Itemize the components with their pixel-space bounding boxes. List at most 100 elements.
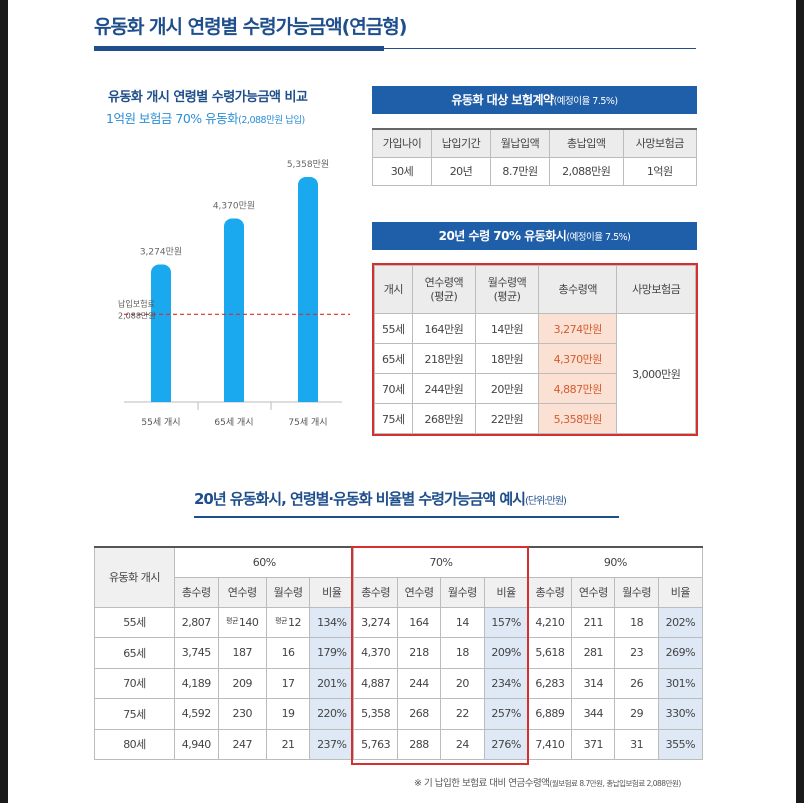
table-cell: 29 [614, 698, 659, 730]
page: 유동화 개시 연령별 수령가능금액(연금형) 유동화 개시 연령별 수령가능금액… [8, 0, 796, 803]
contract-title: 유동화 대상 보험계약 [451, 93, 554, 107]
column-header: 연수령 [571, 576, 616, 608]
table-cell: 5,358 [353, 698, 398, 730]
ratio-title-underline [194, 516, 619, 518]
table-cell: 18 [614, 606, 659, 638]
x-tick-label: 75세 개시 [288, 417, 327, 428]
total-payout-cell: 4,887만원 [537, 373, 618, 404]
chart-title: 유동화 개시 연령별 수령가능금액 비교 [108, 90, 308, 105]
column-header: 가입나이 [372, 128, 432, 158]
table-cell: 209 [217, 667, 267, 699]
group-header: 90% [527, 546, 704, 578]
total-payout-cell: 5,358만원 [537, 403, 618, 434]
total-payout-cell: 4,370만원 [537, 343, 618, 374]
ratio-cell: 220% [309, 698, 355, 730]
group-header-row: 유동화 개시 60% 70% 90% [94, 546, 704, 608]
column-header: 비율 [483, 576, 529, 608]
bar-value-label: 3,274만원 [140, 246, 182, 257]
payout-title: 20년 수령 70% 유동화시 [438, 229, 567, 243]
chart-subtitle: 1억원 보험금 70% 유동화(2,088만원 납입) [106, 108, 305, 127]
table-cell: 6,889 [527, 698, 573, 730]
table-cell: 164만원 [411, 313, 477, 344]
table-cell: 24 [440, 728, 485, 760]
page-title: 유동화 개시 연령별 수령가능금액(연금형) [94, 16, 407, 38]
table-row: 65세 3,745 187 16 179% 4,370 218 18 209% 5,618 281 2… [94, 637, 704, 669]
column-header: 사망보험금 [622, 128, 698, 158]
age-cell: 55세 [94, 606, 175, 638]
column-header: 총수령액 [537, 265, 618, 314]
table-cell: 18 [440, 637, 485, 669]
table-row: 70세 4,189 209 17 201% 4,887 244 20 234% 6,283 314 2… [94, 667, 704, 699]
table-cell: 211 [571, 606, 616, 638]
table-cell: 4,592 [174, 698, 219, 730]
table-cell: 22 [440, 698, 485, 730]
table-cell: 281 [571, 637, 616, 669]
table-cell: 244 [396, 667, 442, 699]
table-cell: 2,088만원 [549, 156, 624, 186]
table-cell: 20만원 [475, 373, 539, 404]
bar-base [224, 394, 244, 402]
payout-section-header: 20년 수령 70% 유동화시(예정이율 7.5%) [372, 222, 697, 250]
chart-subtitle-small: (2,088만원 납입) [238, 115, 305, 126]
table-cell: 244만원 [411, 373, 477, 404]
ratio-cell: 157% [483, 606, 529, 638]
table-cell: 268 [396, 698, 442, 730]
column-header: 총수령 [174, 576, 219, 608]
footnote: ※ 기 납입한 보험료 대비 연금수령액(월보험료 8.7만원, 총납입보험료 … [414, 775, 681, 789]
ratio-cell: 276% [483, 728, 529, 760]
ratio-cell: 234% [483, 667, 529, 699]
column-header: 연수령 [217, 576, 267, 608]
table-cell: 30세 [372, 156, 432, 186]
table-cell: 247 [217, 728, 267, 760]
table-header-row: 가입나이 납입기간 월납입액 총납입액 사망보험금 [372, 128, 698, 158]
payout-table: 개시 연수령액 (평균) 월수령액 (평균) 총수령액 사망보험금 55세 164만원 14만원 3… [372, 263, 698, 436]
title-rule [384, 48, 696, 49]
payout-title-note: (예정이율 7.5%) [566, 232, 631, 243]
table-cell: 164 [396, 606, 442, 638]
ratio-cell: 301% [657, 667, 704, 699]
column-header: 월수령액 (평균) [475, 265, 539, 314]
ratio-cell: 179% [309, 637, 355, 669]
table-cell: 3,745 [174, 637, 219, 669]
reference-value-label: 2,088만원 [118, 311, 156, 320]
table-row: 70세 244만원 20만원 4,887만원 [374, 373, 696, 404]
contract-title-note: (예정이율 7.5%) [553, 96, 619, 107]
table-row: 65세 218만원 18만원 4,370만원 [374, 343, 696, 374]
table-row: 55세 164만원 14만원 3,274만원 3,000만원 [374, 313, 696, 434]
bar [298, 176, 318, 402]
ratio-cell: 237% [309, 728, 355, 760]
ratio-table-title: 20년 유동화시, 연령별·유동화 비율별 수령가능금액 예시(단위:만원) [194, 488, 567, 509]
table-cell: 31 [614, 728, 659, 760]
table-cell: 4,940 [174, 728, 219, 760]
age-cell: 70세 [94, 667, 175, 699]
bar-value-label: 4,370만원 [213, 200, 255, 211]
ratio-title-unit: (단위:만원) [524, 496, 567, 507]
table-cell: 평균12 [265, 606, 311, 638]
ratio-cell: 201% [309, 667, 355, 699]
table-cell: 20년 [431, 156, 491, 186]
column-header: 총수령 [353, 576, 398, 608]
table-cell: 230 [217, 698, 267, 730]
table-cell: 8.7만원 [490, 156, 550, 186]
table-cell: 70세 [374, 373, 413, 404]
x-tick-label: 65세 개시 [214, 417, 253, 428]
table-cell: 21 [265, 728, 311, 760]
x-tick-label: 55세 개시 [141, 417, 180, 428]
contract-section-header: 유동화 대상 보험계약(예정이율 7.5%) [372, 86, 697, 114]
title-underline [94, 46, 384, 51]
ratio-cell: 134% [309, 606, 355, 638]
column-header: 비율 [309, 576, 355, 608]
table-row: 75세 4,592 230 19 220% 5,358 268 22 257% 6,889 344 2… [94, 698, 704, 730]
ratio-title-main: 20년 유동화시, 연령별·유동화 비율별 수령가능금액 예시 [194, 490, 526, 508]
bar [224, 218, 244, 402]
table-cell: 6,283 [527, 667, 573, 699]
column-header: 총납입액 [549, 128, 624, 158]
group-header: 70% [353, 546, 529, 578]
table-cell: 22만원 [475, 403, 539, 434]
table-cell: 5,618 [527, 637, 573, 669]
table-cell: 4,210 [527, 606, 573, 638]
footnote-small: (월보험료 8.7만원, 총납입보험료 2,088만원) [549, 779, 681, 788]
sub-header-row: 총수령 연수령 월수령 비율 총수령 연수령 월수령 비율 총수령 연수령 월수령 비율 [95, 576, 704, 608]
age-cell: 80세 [94, 728, 175, 760]
table-cell: 65세 [374, 343, 413, 374]
